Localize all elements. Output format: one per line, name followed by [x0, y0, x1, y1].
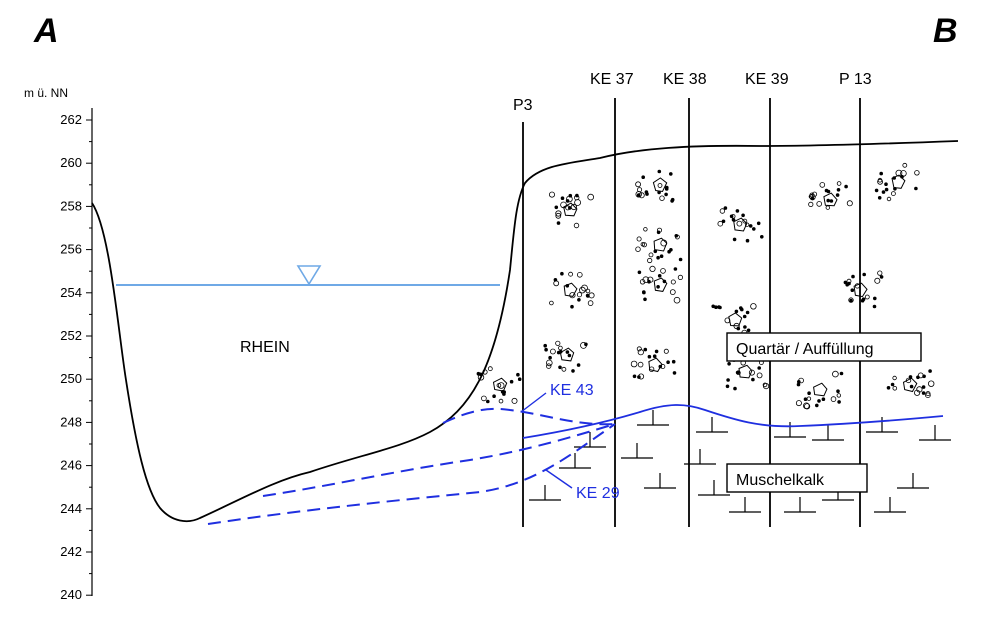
ke43-leader [520, 392, 547, 413]
lower-layer-box [726, 463, 868, 493]
axis-tick-label: 262 [60, 112, 82, 127]
limestone-symbol [621, 443, 653, 459]
river-label: RHEIN [240, 339, 290, 356]
limestone-symbol [698, 480, 730, 496]
axis-tick-label: 246 [60, 458, 82, 473]
borehole-label: KE 38 [663, 71, 707, 88]
gravel-cluster [549, 271, 595, 309]
gravel-cluster [843, 270, 884, 309]
axis-tick-label: 254 [60, 285, 82, 300]
ke29-leader [545, 469, 573, 489]
axis-tick-label: 252 [60, 328, 82, 343]
gravel-cluster [795, 370, 844, 410]
borehole-label: P3 [513, 97, 533, 114]
gravel-cluster [635, 169, 675, 203]
elevation-axis: 262 260 258 256 254 252 250 248 246 244 242 240 [60, 108, 93, 602]
gravel-cluster [874, 162, 920, 202]
gravel-cluster [637, 265, 684, 304]
borehole-label: KE 37 [590, 71, 634, 88]
axis-tick-label: 256 [60, 242, 82, 257]
axis-unit-label: m ü. NN [24, 86, 69, 100]
limestone-symbol [729, 497, 761, 513]
terrain-profile [91, 140, 959, 523]
limestone-symbol [574, 432, 606, 448]
limestone-symbol [529, 485, 561, 501]
gravel-cluster [635, 227, 683, 264]
axis-tick-label: 240 [60, 587, 82, 602]
limestone-symbol [684, 449, 716, 465]
axis-tick-label: 260 [60, 155, 82, 170]
gravel-cluster [549, 191, 594, 229]
axis-tick-label: 248 [60, 414, 82, 429]
upper-layer-label: Quartär / Auffüllung [736, 341, 874, 358]
ke29-label: KE 29 [576, 485, 620, 502]
ke43-label: KE 43 [550, 382, 594, 399]
limestone-symbol [696, 417, 728, 433]
ke29-line [207, 423, 616, 525]
axis-tick-label: 242 [60, 544, 82, 559]
gravel-cluster [476, 366, 522, 404]
limestone-symbol [774, 422, 806, 438]
axis-tick-label: 250 [60, 371, 82, 386]
section-end-label: B [933, 12, 958, 50]
limestone-symbol [784, 497, 816, 513]
limestone-texture [529, 410, 951, 513]
gravel-cluster [886, 369, 935, 399]
limestone-symbol [897, 473, 929, 489]
layer-boundary-line [522, 404, 944, 439]
lower-layer-label: Muschelkalk [736, 472, 825, 489]
upper-layer-box [726, 332, 922, 362]
limestone-symbol [812, 425, 844, 441]
gravel-cluster [717, 206, 764, 243]
gravel-cluster [630, 346, 677, 380]
limestone-symbol [874, 497, 906, 513]
upper-dashed-line [262, 423, 616, 497]
borehole-label: P 13 [839, 71, 872, 88]
limestone-symbol [559, 453, 591, 469]
axis-tick-label: 258 [60, 198, 82, 213]
ke43-line [442, 407, 616, 426]
limestone-symbol [637, 410, 669, 426]
limestone-symbol [919, 425, 951, 441]
limestone-symbol [866, 417, 898, 433]
water-level-triangle-icon [296, 265, 322, 286]
boreholes: P3 KE 37 KE 38 KE 39 P 13 [513, 71, 872, 527]
axis-tick-label: 244 [60, 501, 82, 516]
gravel-cluster [808, 181, 853, 210]
gravel-cluster [543, 340, 588, 373]
limestone-symbol [644, 473, 676, 489]
borehole-label: KE 39 [745, 71, 789, 88]
section-start-label: A [34, 12, 59, 50]
gravel-texture [476, 162, 935, 410]
dashed-lines [207, 407, 616, 525]
gravel-cluster [711, 303, 759, 339]
